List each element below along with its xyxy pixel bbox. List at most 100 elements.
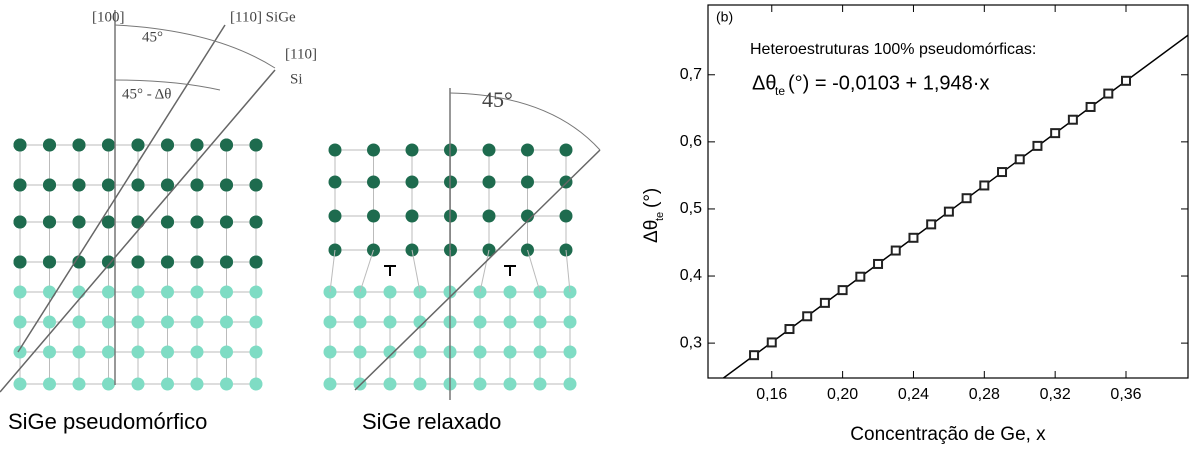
equation-symbol: Δθ [752, 72, 776, 94]
atom [102, 345, 115, 359]
atom [249, 138, 263, 152]
panel-label: (b) [716, 9, 733, 25]
atom [353, 345, 367, 359]
data-point [943, 206, 954, 217]
data-point [997, 167, 1008, 178]
angle-label: 45° [482, 87, 513, 112]
angle-label: 45° - Δθ [122, 86, 172, 102]
atom [190, 345, 204, 359]
atom [482, 209, 496, 223]
plot-frame [707, 4, 1189, 379]
atom [383, 377, 397, 391]
atom [190, 377, 204, 391]
atom [161, 178, 174, 192]
lattice-bond [527, 249, 541, 293]
atom [161, 377, 174, 391]
atom [521, 143, 534, 157]
data-point [873, 258, 884, 269]
atom [328, 209, 342, 223]
data-point [1085, 101, 1096, 112]
data-point [766, 337, 777, 348]
data-point [784, 324, 795, 335]
chart: 0,16 0,20 0,24 0,28 0,32 0,36 0,3 0,4 0,5 0,6 0,7 (… [641, 4, 1189, 445]
atom [413, 345, 427, 359]
atom [249, 285, 263, 299]
atom [563, 377, 577, 391]
atom [473, 345, 487, 359]
equation-text: (°) = -0,0103 + 1,948·x [788, 72, 989, 94]
atom [533, 345, 547, 359]
atom [533, 315, 547, 329]
atom [190, 255, 204, 269]
atom [190, 215, 204, 229]
direction-label: [100] [92, 9, 125, 25]
atom [521, 209, 534, 223]
atom [102, 377, 115, 391]
data-point [837, 285, 848, 296]
atom [383, 285, 397, 299]
atom [559, 143, 573, 157]
atom [473, 377, 487, 391]
atom [503, 285, 517, 299]
direction-label: [110] [285, 46, 317, 62]
data-point [1103, 88, 1114, 99]
atom [405, 175, 419, 189]
atom [328, 143, 342, 157]
atom [220, 285, 233, 299]
x-tick-label: 0,32 [1040, 386, 1071, 403]
direction-line [0, 69, 276, 393]
data-point [926, 219, 937, 230]
atom [161, 215, 174, 229]
atom [559, 209, 573, 223]
atom [13, 315, 27, 329]
atom [413, 315, 427, 329]
atom [13, 215, 27, 229]
atom [383, 345, 397, 359]
atom [413, 377, 427, 391]
atom [533, 377, 547, 391]
y-label-symbol: Δθ [641, 220, 662, 243]
atom [220, 345, 233, 359]
atom [43, 345, 56, 359]
atom [161, 138, 174, 152]
angle-arc [449, 92, 601, 151]
atom [503, 315, 517, 329]
atom [503, 377, 517, 391]
atom [190, 285, 204, 299]
data-point [890, 245, 901, 256]
atom [43, 215, 56, 229]
lattice-bond [479, 249, 490, 293]
data-point [1032, 140, 1043, 151]
atom [102, 255, 115, 269]
atom [43, 178, 56, 192]
atom [131, 178, 145, 192]
atom [102, 285, 115, 299]
atom [43, 377, 56, 391]
x-tick-label: 0,20 [827, 386, 858, 403]
atom [72, 138, 86, 152]
angle-arc [114, 24, 276, 69]
y-label-unit: (°) [641, 188, 662, 208]
y-tick-label: 0,3 [680, 334, 702, 351]
atom [367, 175, 380, 189]
lattice-bond [329, 249, 336, 293]
atom [563, 315, 577, 329]
atom [13, 377, 27, 391]
atom [249, 178, 263, 192]
atom [220, 138, 233, 152]
atom [328, 175, 342, 189]
atom [220, 377, 233, 391]
atom [161, 255, 174, 269]
atom [249, 315, 263, 329]
atom [405, 143, 419, 157]
atom [249, 255, 263, 269]
atom [559, 175, 573, 189]
atom [220, 255, 233, 269]
atom [43, 315, 56, 329]
y-tick-label: 0,7 [680, 66, 702, 83]
atom [131, 345, 145, 359]
data-point [1121, 75, 1132, 86]
data-point [979, 180, 990, 191]
atom [190, 138, 204, 152]
